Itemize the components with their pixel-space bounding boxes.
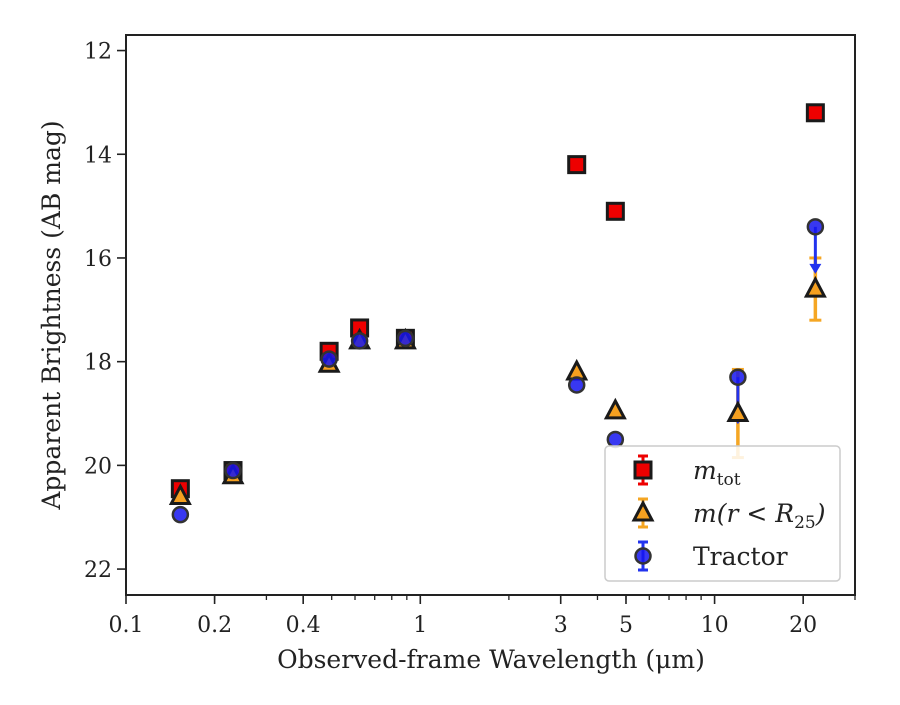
x-tick-label: 20 [789, 613, 817, 638]
square-marker [805, 103, 825, 123]
circle-marker [729, 368, 747, 386]
x-tick-label: 3 [554, 613, 568, 638]
circle-marker [567, 376, 586, 394]
legend-label: Tractor [693, 542, 788, 571]
axes-layer: 0.1 0.2 0.4 1 3 5 10 20 12 14 16 18 20 22 [84, 34, 856, 638]
triangle-marker [803, 275, 827, 298]
y-tick-label: 16 [84, 247, 112, 272]
circle-marker [606, 430, 625, 449]
y-tick-label: 18 [84, 351, 112, 376]
y-tick-label: 14 [84, 143, 112, 168]
legend: mtot m(r < R25) Tractor [604, 445, 841, 582]
x-tick-label: 0.2 [197, 613, 232, 638]
x-axis-label: Observed-frame Wavelength (μm) [277, 645, 705, 674]
circle-marker [350, 332, 369, 350]
marks-layer [168, 103, 827, 524]
triangle-marker [603, 397, 627, 420]
legend-label-sub: 25 [794, 513, 816, 533]
circle-marker [634, 547, 652, 565]
x-tick-label: 0.4 [286, 613, 321, 638]
y-tick-label: 22 [84, 558, 112, 583]
plot-frame [125, 34, 856, 596]
triangle-marker [168, 483, 192, 505]
square-marker [633, 460, 653, 480]
legend-label: mtot [693, 456, 741, 490]
legend-box [604, 445, 841, 582]
x-tick-label: 10 [701, 613, 729, 638]
triangle-marker [631, 499, 655, 522]
y-axis-label: Apparent Brightness (AB mag) [37, 120, 66, 510]
x-tick-label: 1 [413, 613, 427, 638]
circle-marker [396, 329, 415, 348]
y-tick-label: 20 [84, 454, 112, 479]
triangle-marker [726, 400, 750, 423]
circle-marker [320, 350, 338, 368]
square-marker [605, 201, 625, 221]
legend-label: m(r < R25) [693, 499, 825, 533]
x-tick-label: 5 [619, 613, 633, 638]
upper-limit-arrowhead [809, 263, 822, 274]
square-marker [567, 155, 587, 175]
legend-label-tail: ) [815, 499, 826, 528]
legend-label-main: m(r < R [693, 499, 794, 528]
legend-label-main: m [693, 456, 717, 485]
circle-marker [806, 218, 825, 236]
legend-label-main: Tractor [693, 542, 788, 571]
x-tick-label: 0.1 [109, 613, 144, 638]
y-tick-label: 12 [84, 40, 112, 65]
circle-marker [171, 505, 190, 524]
circle-marker [224, 461, 242, 480]
legend-label-sub: tot [717, 470, 741, 490]
